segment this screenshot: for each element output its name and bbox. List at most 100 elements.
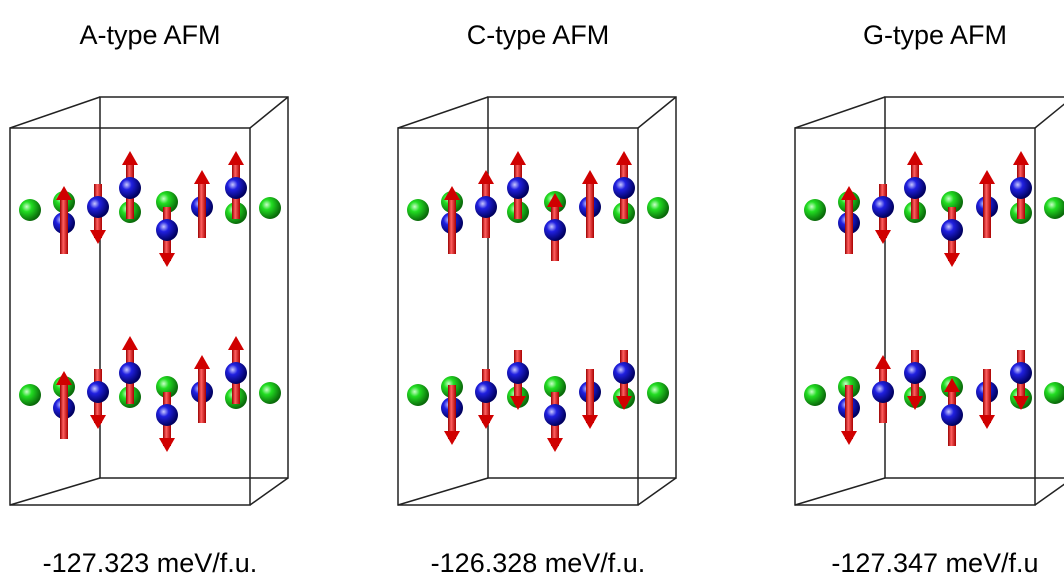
unit-cell — [397, 96, 677, 506]
spin-head — [56, 371, 72, 385]
spin-head — [841, 186, 857, 200]
green-atom — [941, 191, 963, 213]
cell-edge — [637, 477, 677, 506]
spin-head — [228, 151, 244, 165]
atom-layer — [407, 350, 669, 452]
spin-head — [841, 431, 857, 445]
spin-shaft — [586, 369, 594, 423]
panel: G-type AFM -127.347 meV/f.u — [794, 20, 1064, 578]
spin-head — [159, 253, 175, 267]
blue-atom — [507, 362, 529, 384]
panel-title: A-type AFM — [79, 20, 220, 50]
green-atom — [1044, 197, 1064, 219]
blue-atom — [507, 177, 529, 199]
panel: C-type AFM -126.328 meV/f.u. — [397, 20, 677, 578]
blue-atom — [941, 219, 963, 241]
blue-atom — [613, 362, 635, 384]
cell-edge — [9, 96, 101, 129]
blue-atom — [119, 177, 141, 199]
atom-layer — [804, 151, 1064, 267]
blue-atom — [119, 362, 141, 384]
spin-head — [90, 415, 106, 429]
spin-head — [582, 170, 598, 184]
blue-atom — [613, 177, 635, 199]
spin-head — [616, 396, 632, 410]
cell-edge — [249, 96, 289, 129]
green-atom — [544, 376, 566, 398]
blue-atom — [87, 196, 109, 218]
spin-head — [616, 151, 632, 165]
spin-head — [122, 151, 138, 165]
spin-head — [1013, 151, 1029, 165]
spin-shaft — [586, 184, 594, 238]
energy-label: -127.347 meV/f.u — [831, 548, 1038, 578]
green-atom — [259, 382, 281, 404]
green-atom — [156, 376, 178, 398]
green-atom — [19, 199, 41, 221]
green-atom — [1044, 382, 1064, 404]
spin-head — [1013, 396, 1029, 410]
blue-atom — [87, 381, 109, 403]
spin-head — [510, 396, 526, 410]
spin-head — [944, 253, 960, 267]
blue-atom — [225, 177, 247, 199]
cell-edge — [794, 477, 886, 506]
spin-head — [159, 438, 175, 452]
energy-label: -126.328 meV/f.u. — [431, 548, 646, 578]
spin-head — [444, 431, 460, 445]
spin-head — [875, 355, 891, 369]
unit-cell — [9, 96, 289, 506]
spin-head — [228, 336, 244, 350]
blue-atom — [475, 196, 497, 218]
panel: A-type AFM -127.323 meV/f.u. — [9, 20, 289, 578]
spin-shaft — [845, 200, 853, 254]
cell-edge — [9, 477, 101, 506]
cell-back — [487, 96, 677, 479]
blue-atom — [544, 219, 566, 241]
blue-atom — [225, 362, 247, 384]
spin-head — [194, 170, 210, 184]
spin-shaft — [448, 385, 456, 439]
spin-head — [547, 438, 563, 452]
spin-shaft — [983, 184, 991, 238]
spin-head — [875, 230, 891, 244]
green-atom — [804, 199, 826, 221]
cell-edge — [397, 477, 489, 506]
spin-shaft — [198, 184, 206, 238]
spin-head — [444, 186, 460, 200]
atom-layer — [19, 151, 281, 267]
spin-shaft — [448, 200, 456, 254]
spin-head — [944, 378, 960, 392]
green-atom — [19, 384, 41, 406]
spin-head — [194, 355, 210, 369]
green-atom — [647, 382, 669, 404]
spin-shaft — [983, 369, 991, 423]
cell-edge — [1034, 103, 1064, 129]
spin-shaft — [198, 369, 206, 423]
panel-title: C-type AFM — [467, 20, 610, 50]
spin-head — [56, 186, 72, 200]
green-atom — [259, 197, 281, 219]
atom-layer — [804, 350, 1064, 446]
green-atom — [647, 197, 669, 219]
spin-head — [90, 230, 106, 244]
blue-atom — [1010, 362, 1032, 384]
unit-cell — [794, 96, 1064, 506]
cell-back — [99, 96, 289, 479]
cell-front — [9, 127, 251, 506]
green-atom — [156, 191, 178, 213]
spin-head — [907, 151, 923, 165]
green-atom — [407, 199, 429, 221]
panel-title: G-type AFM — [863, 20, 1007, 50]
cell-back — [884, 96, 1064, 479]
spin-head — [582, 415, 598, 429]
atom-layer — [19, 336, 281, 452]
blue-atom — [872, 196, 894, 218]
spin-head — [122, 336, 138, 350]
blue-atom — [544, 404, 566, 426]
green-atom — [804, 384, 826, 406]
blue-atom — [156, 404, 178, 426]
spin-head — [478, 415, 494, 429]
cell-edge — [1034, 483, 1064, 506]
